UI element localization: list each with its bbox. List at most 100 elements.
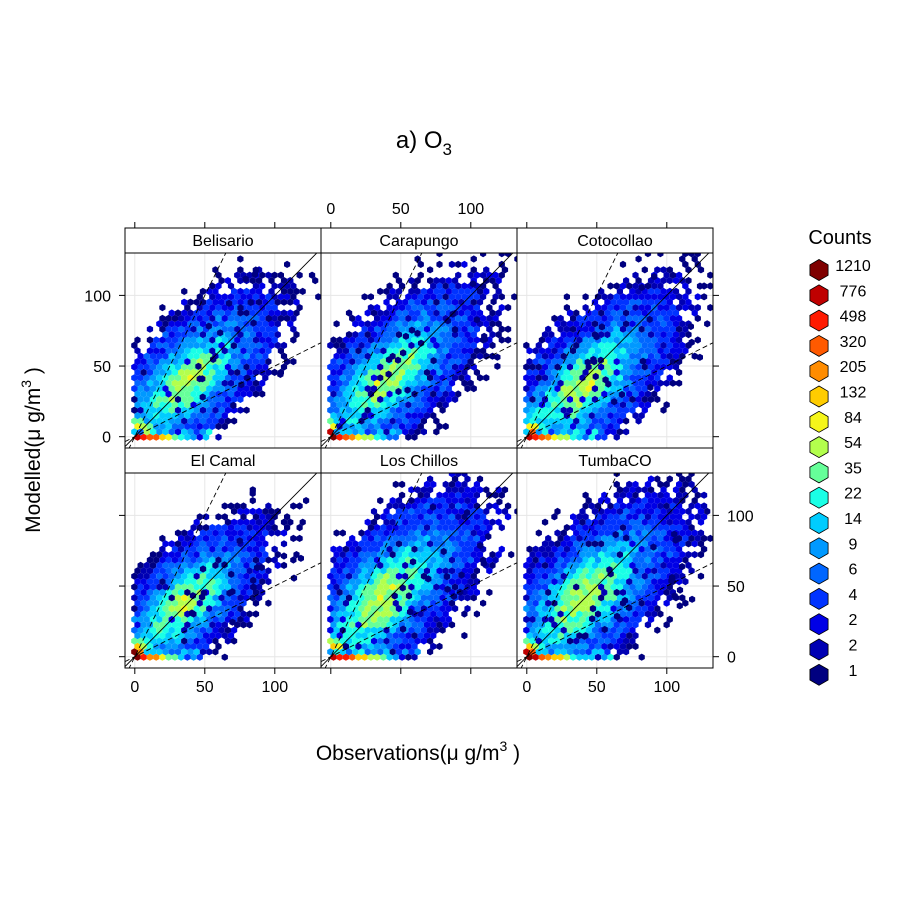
hexbin-cell — [377, 626, 384, 634]
hexbin-cell — [162, 540, 169, 548]
hexbin-cell — [358, 395, 365, 403]
hexbin-cell — [626, 567, 633, 575]
hexbin-cell — [181, 648, 188, 656]
hexbin-cell — [402, 561, 409, 569]
hexbin-cell — [439, 331, 446, 339]
hexbin-cell — [619, 545, 627, 553]
hexbin-cell — [545, 621, 552, 629]
hexbin-cell — [548, 374, 555, 382]
hexbin-cell — [330, 632, 337, 640]
hexbin-cell — [601, 534, 608, 542]
hexbin-cell — [215, 621, 222, 629]
hexbin-cell — [532, 358, 539, 366]
hexbin-cell — [255, 594, 263, 602]
hexbin-cell — [616, 507, 623, 515]
hexbin-cell — [380, 621, 387, 629]
hexbin-cell — [676, 578, 683, 586]
hexbin-cell — [582, 368, 589, 376]
hexbin-cell — [280, 540, 288, 548]
hexbin-cell — [271, 314, 278, 322]
hexbin-cell — [386, 433, 393, 441]
hexbin-cell — [380, 578, 387, 586]
hexbin-cell — [616, 406, 623, 414]
hexbin-cell — [408, 309, 415, 317]
hexbin-cell — [255, 518, 263, 526]
hexbin-cell — [227, 379, 235, 387]
hexbin-cell — [131, 406, 138, 414]
hexbin-cell — [162, 406, 169, 414]
hexbin-cell — [545, 401, 552, 409]
hexbin-cell — [240, 610, 247, 618]
hexbin-cell — [647, 309, 655, 317]
hexbin-cell — [433, 551, 440, 559]
hexbin-cell — [355, 390, 362, 398]
hexbin-cell — [339, 626, 346, 634]
hexbin-cell — [274, 551, 281, 559]
hexbin-cell — [228, 570, 235, 578]
hexbin-cell — [249, 331, 256, 339]
hexbin-cell — [445, 352, 452, 360]
hexbin-cell — [140, 401, 147, 409]
hexbin-cell — [193, 551, 200, 559]
hexbin-cell — [604, 309, 611, 317]
hexbin-cell — [284, 513, 291, 521]
hexbin-cell — [296, 534, 303, 542]
hexbin-cell — [265, 502, 272, 510]
hexbin-cell — [383, 637, 390, 645]
hexbin-cell — [221, 347, 228, 355]
hexbin-cell — [370, 428, 378, 436]
hexbin-cell — [663, 325, 670, 333]
hexbin-cell — [638, 502, 645, 510]
hexbin-cell — [234, 578, 241, 586]
hexbin-cell — [146, 390, 154, 398]
svg-text:a) O3: a) O3 — [396, 127, 452, 159]
legend-label: 205 — [840, 359, 867, 376]
hexbin-cell — [545, 599, 552, 607]
hexbin-cell — [486, 491, 493, 499]
hexbin-cell — [137, 583, 144, 591]
hexbin-cell — [535, 572, 542, 580]
hexbin-cell — [526, 610, 533, 618]
hexbin-cell — [660, 309, 667, 317]
hexbin-cell — [541, 626, 549, 634]
hexbin-cell — [619, 610, 627, 618]
hexbin-cell — [551, 368, 558, 376]
hexbin-cell — [448, 480, 456, 488]
hexbin-cell — [618, 390, 625, 399]
hexbin-cell — [355, 610, 362, 618]
hexbin-cell — [523, 385, 530, 393]
hexbin-cell — [212, 406, 219, 414]
hexbin-cell — [458, 571, 465, 579]
hexbin-cell — [290, 556, 297, 564]
hexbin-cell — [445, 287, 452, 295]
hexbin-cell — [589, 605, 597, 613]
hexbin-cell — [601, 336, 608, 344]
hexbin-cell — [240, 588, 247, 596]
hexbin-cell — [411, 578, 418, 586]
hexbin-cell — [174, 572, 182, 580]
hexbin-cell — [212, 287, 219, 295]
hexbin-cell — [224, 341, 231, 349]
hexbin-cell — [168, 594, 175, 602]
hexbin-cell — [374, 390, 381, 398]
hexbin-cell — [380, 567, 387, 575]
hexbin-cell — [420, 518, 427, 526]
hexbin-cell — [168, 374, 175, 382]
hexbin-cell — [131, 637, 138, 645]
hexbin-cell — [557, 401, 564, 409]
hexbin-cell — [262, 572, 269, 580]
hexbin-cells — [131, 255, 321, 441]
hexbin-cell — [420, 417, 427, 425]
hexbin-cell — [420, 352, 427, 360]
hexbin-cell — [249, 309, 256, 317]
hexbin-cell — [240, 578, 247, 586]
hexbin-cell — [181, 615, 188, 623]
hexbin-cell — [345, 417, 353, 425]
hexbin-cell — [374, 534, 381, 542]
hexbin-cell — [402, 551, 409, 559]
hexbin-cell — [414, 551, 421, 559]
hexbin-cell — [433, 363, 440, 371]
legend-swatch — [809, 284, 829, 307]
hexbin-cell — [535, 406, 542, 414]
hexbin-cell — [541, 363, 549, 371]
